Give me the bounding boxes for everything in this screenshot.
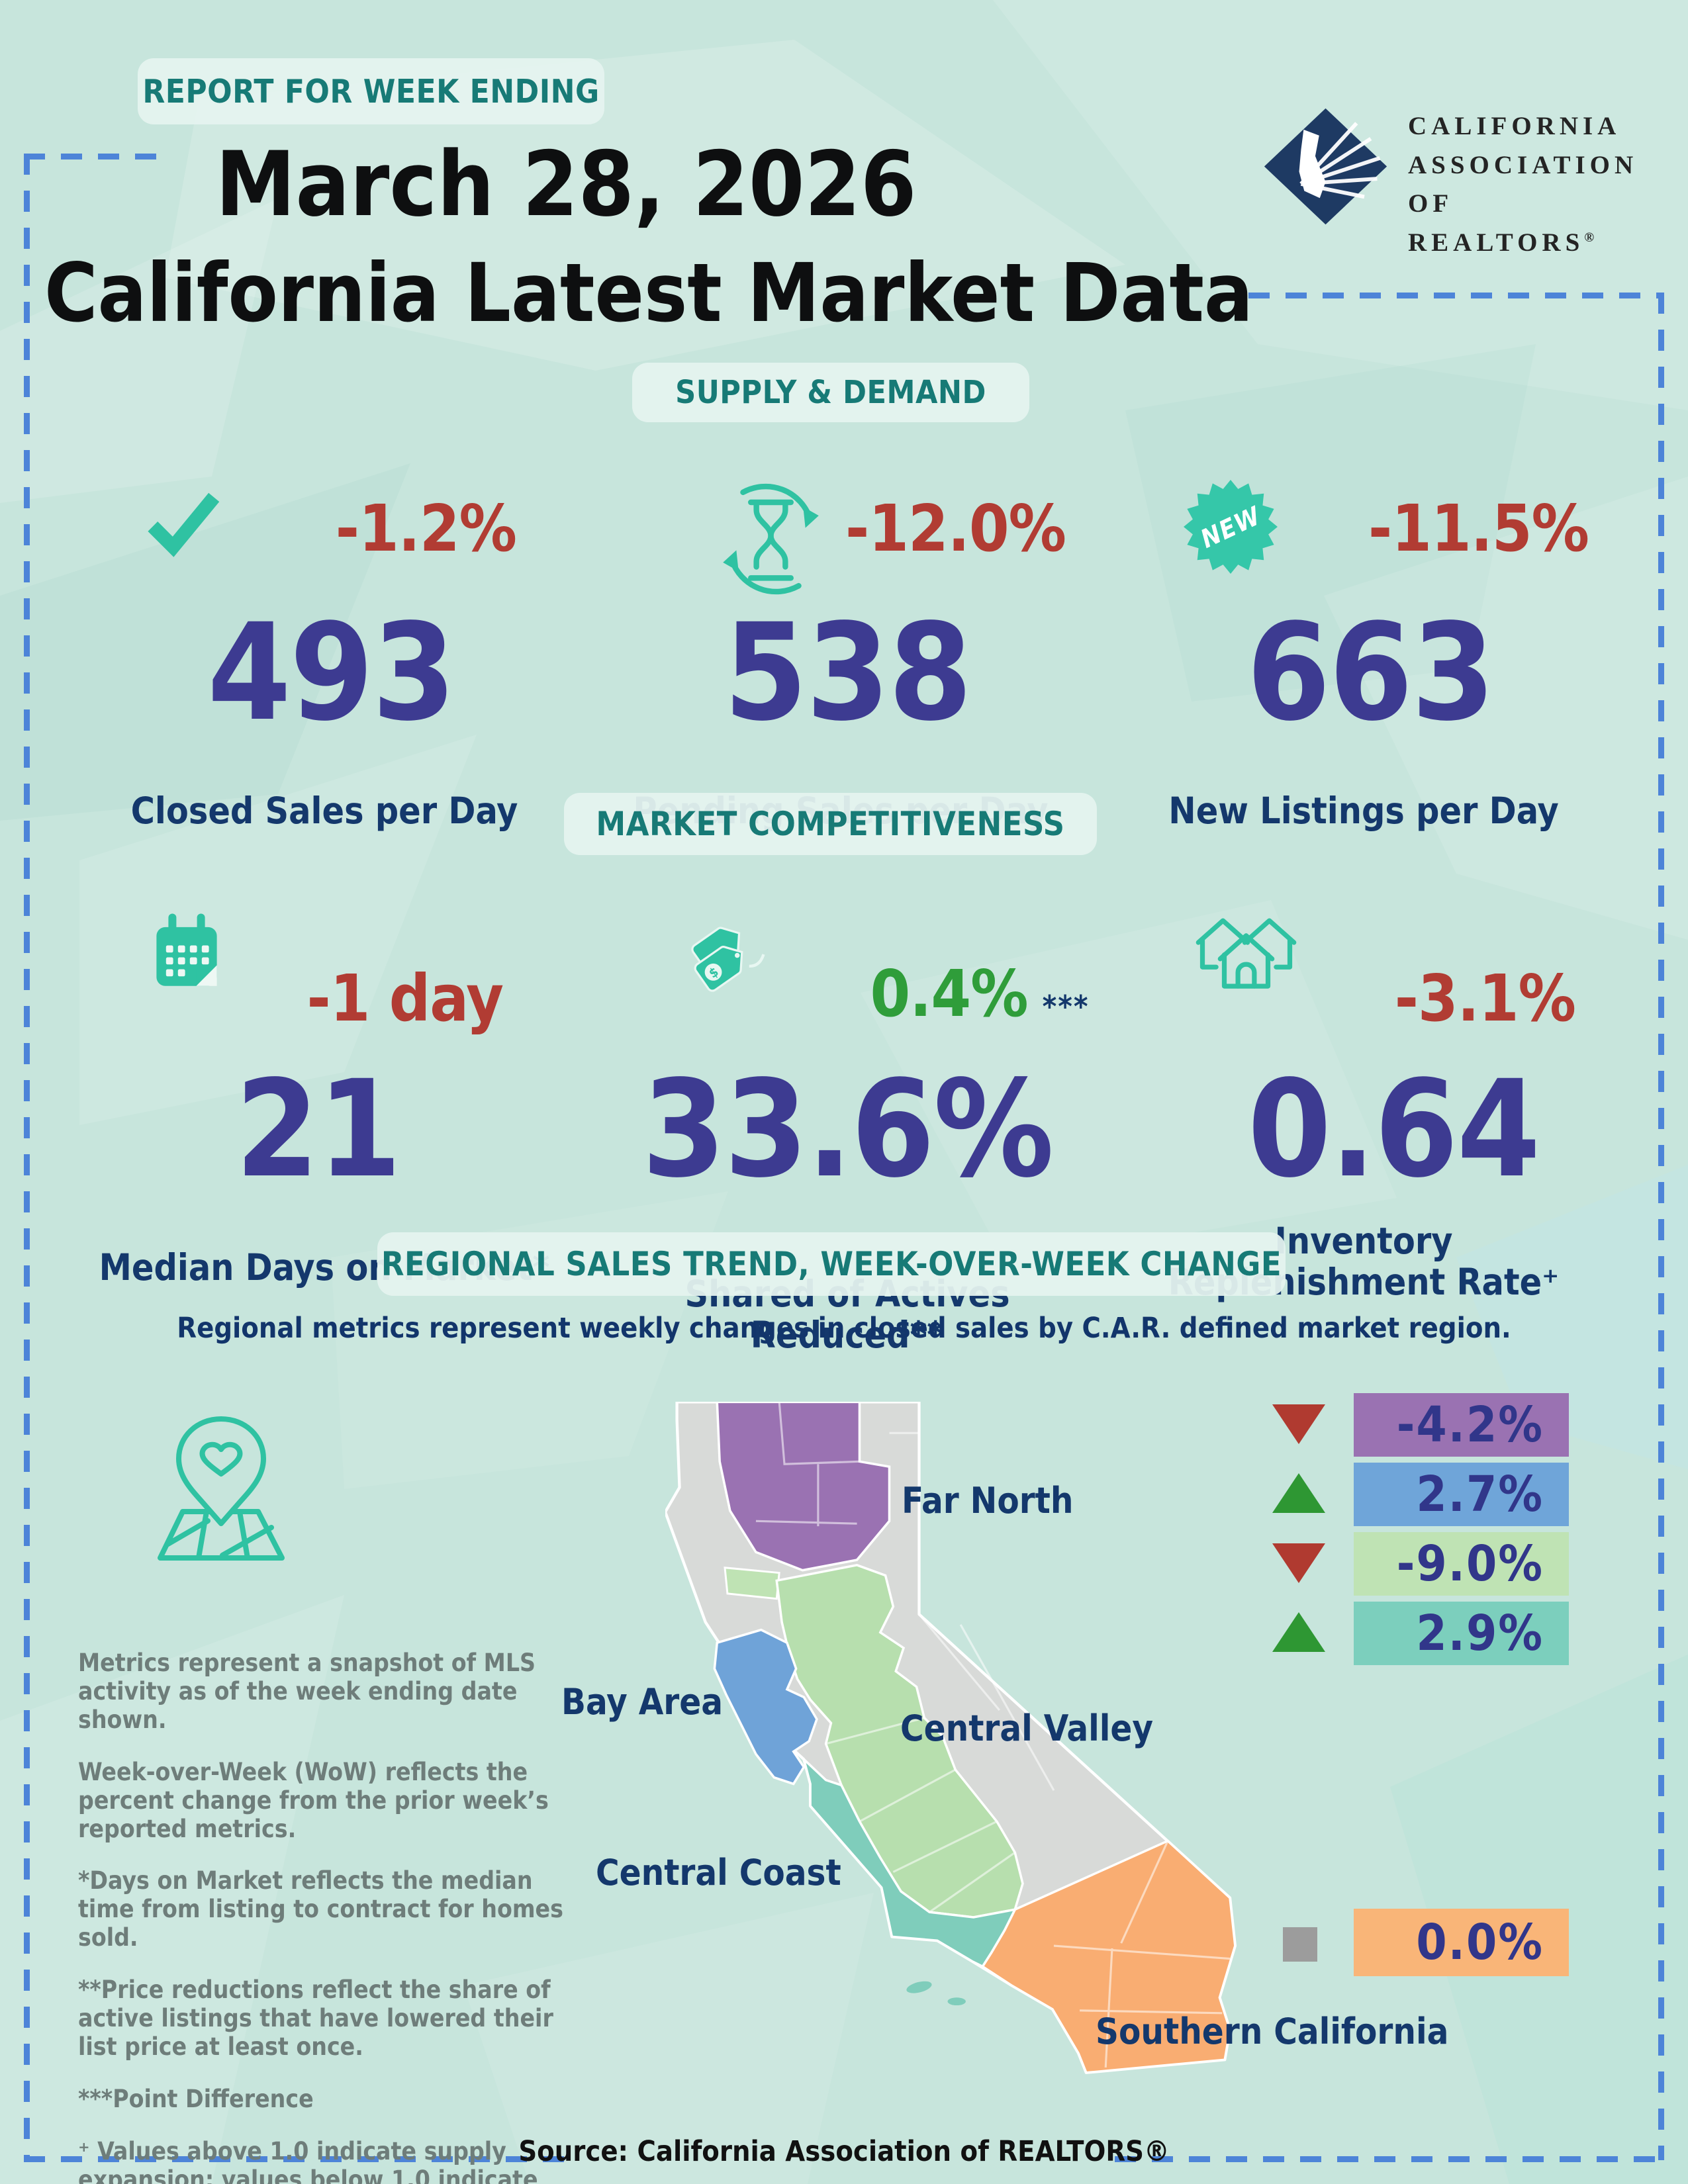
car-logo-diamond-icon [1264,108,1387,225]
frame-right-border [1658,293,1664,2160]
frame-top-left-border [24,154,163,159]
check-icon [147,488,220,561]
up-arrow-icon-central-coast [1272,1612,1325,1652]
frame-bottom-left-border [24,2156,569,2162]
actives-reduced-change-value: 0.4% [870,956,1029,1031]
frame-bottom-right-border [1115,2156,1664,2162]
map-region-bay-area [713,1628,818,1786]
registered-mark: ® [1584,230,1595,245]
legend-box-bay-area: 2.7% [1354,1463,1569,1526]
regional-subtitle: Regional metrics represent weekly change… [177,1312,1511,1345]
closed-sales-value: 493 [207,594,455,751]
days-on-market-value: 21 [235,1051,402,1207]
price-tag-icon: $ [679,915,772,1010]
footnote-wow: Week-over-Week (WoW) reflects the percen… [78,1757,549,1843]
map-label-bay-area: Bay Area [561,1681,724,1723]
down-arrow-icon-far-north [1272,1404,1325,1444]
new-listings-label: New Listings per Day [1168,790,1559,832]
map-label-far-north: Far North [902,1480,1074,1522]
footnote-snapshot: Metrics represent a snapshot of MLS acti… [78,1649,536,1734]
frame-left-border [24,154,30,2160]
up-arrow-icon-bay-area [1272,1473,1325,1513]
pending-cycle-icon [710,478,832,603]
page-title: California Latest Market Data [44,246,1253,340]
car-logo: CALIFORNIA ASSOCIATION OF REALTORS® [1261,97,1642,257]
section-badge-market-competitiveness-label: MARKET COMPETITIVENESS [596,805,1065,843]
frame-top-right-border [1248,293,1664,298]
legend-box-southern-california: 0.0% [1354,1909,1569,1976]
car-logo-line1: CALIFORNIA [1408,112,1621,140]
footnote-replenishment: ⁺ Values above 1.0 indicate supply expan… [78,2136,538,2184]
inventory-rate-label-line1: Inventory [1274,1220,1453,1262]
legend-box-central-coast: 2.9% [1354,1602,1569,1665]
inventory-rate-value: 0.64 [1247,1051,1540,1207]
section-badge-market-competitiveness: MARKET COMPETITIVENESS [564,793,1097,855]
footnote-price-reductions: **Price reductions reflect the share of … [78,1976,553,2061]
new-badge-icon: NEW [1184,480,1278,576]
california-region-map [665,1402,1237,2074]
pending-sales-value: 538 [724,594,972,751]
source-attribution: Source: California Association of REALTO… [518,2135,1170,2168]
section-badge-supply-demand-label: SUPPLY & DEMAND [675,374,986,411]
down-arrow-icon-central-valley [1272,1543,1325,1583]
car-logo-text: CALIFORNIA ASSOCIATION OF REALTORS® [1408,107,1642,262]
section-badge-regional-trend-label: REGIONAL SALES TREND, WEEK-OVER-WEEK CHA… [381,1245,1282,1283]
report-week-badge: REPORT FOR WEEK ENDING [138,58,604,124]
report-week-badge-label: REPORT FOR WEEK ENDING [142,72,600,111]
closed-sales-change: -1.2% [335,491,517,566]
houses-icon [1192,900,1301,1005]
new-listings-change: -11.5% [1368,491,1589,566]
actives-reduced-value: 33.6% [641,1051,1054,1207]
calendar-icon [147,905,226,1004]
footnotes: Metrics represent a snapshot of MLS acti… [78,1649,588,2184]
car-logo-line2: ASSOCIATION [1408,150,1638,179]
legend-box-far-north: -4.2% [1354,1393,1569,1457]
footnote-days-on-market: *Days on Market reflects the median time… [78,1866,563,1952]
map-label-southern-california: Southern California [1096,2011,1449,2052]
map-label-central-coast: Central Coast [596,1852,841,1893]
days-on-market-change: -1 day [306,961,504,1036]
map-pin-heart-icon [142,1408,301,1570]
map-region-far-north [716,1402,891,1572]
map-label-central-valley: Central Valley [900,1707,1154,1749]
pending-sales-change: -12.0% [845,491,1066,566]
actives-reduced-change-note: *** [1042,989,1090,1024]
actives-reduced-change: 0.4% *** [847,956,1112,1031]
flat-square-icon-southern-california [1283,1927,1317,1962]
map-region-central-valley [775,1564,1024,1919]
section-badge-supply-demand: SUPPLY & DEMAND [632,363,1029,422]
closed-sales-label: Closed Sales per Day [130,790,518,832]
report-date: March 28, 2026 [215,132,917,236]
footnote-point-difference: ***Point Difference [78,2084,314,2113]
legend-box-central-valley: -9.0% [1354,1532,1569,1596]
new-listings-value: 663 [1246,594,1495,751]
car-logo-line3: OF REALTORS® [1408,189,1595,257]
section-badge-regional-trend: REGIONAL SALES TREND, WEEK-OVER-WEEK CHA… [377,1232,1286,1296]
inventory-rate-change: -3.1% [1394,961,1576,1036]
